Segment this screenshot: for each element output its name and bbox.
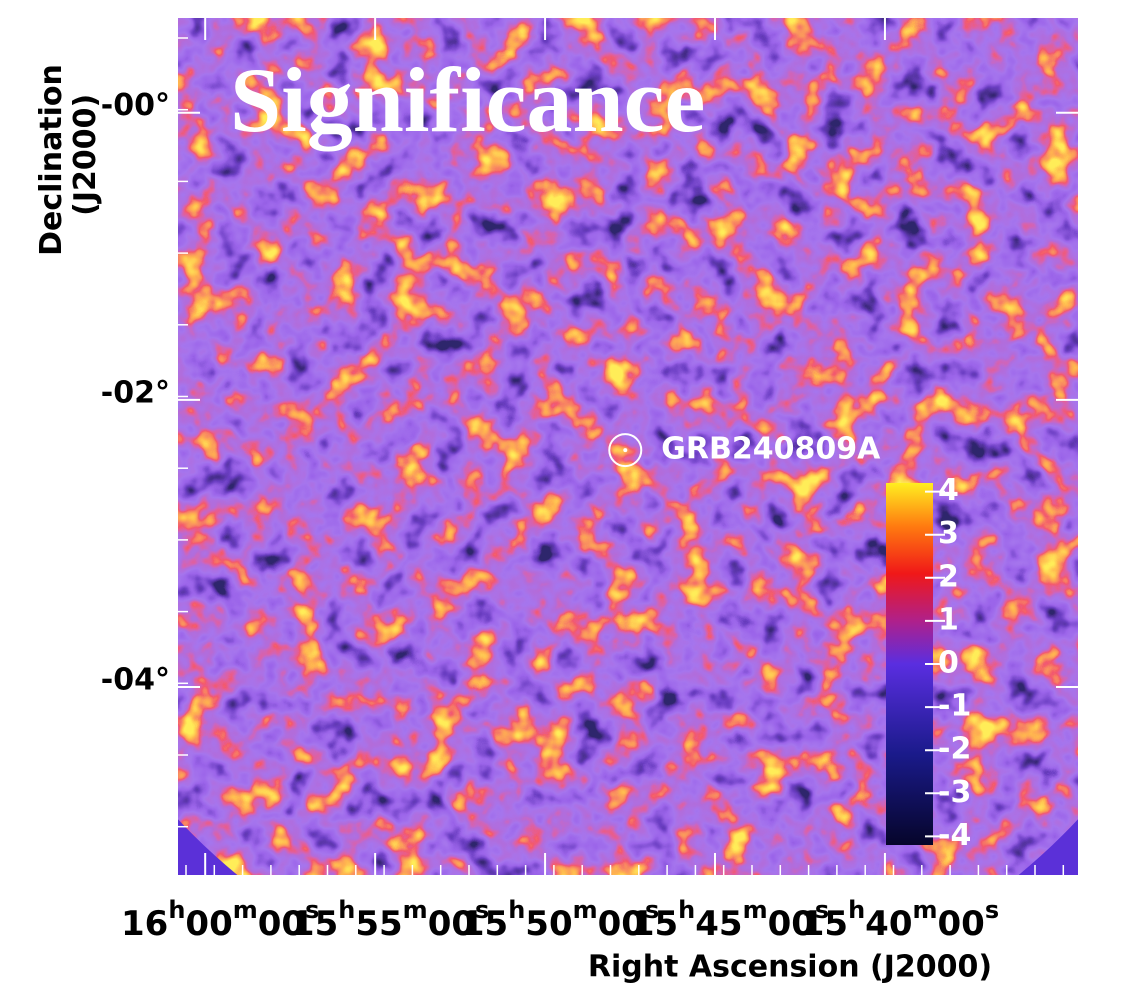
x-tick-label: 15h55m00s <box>291 896 489 944</box>
y-tick-label: -02° <box>101 375 170 410</box>
annotation: GRB240809A <box>661 432 881 467</box>
source-marker <box>608 433 643 468</box>
colorbar-tick-label: -3 <box>938 775 971 810</box>
colorbar-tick-label: -2 <box>938 732 971 767</box>
source-point <box>623 448 628 453</box>
y-tick-label: -04° <box>101 662 170 697</box>
colorbar-tick-label: -4 <box>938 818 971 853</box>
map <box>178 18 1078 875</box>
colorbar-tick-label: 3 <box>938 516 959 551</box>
chart-title: Significance <box>230 49 705 151</box>
x-tick-label: 15h45m00s <box>631 896 829 944</box>
colorbar-tick-label: 2 <box>938 559 959 594</box>
colorbar-tick-label: 0 <box>938 646 959 681</box>
x-tick-label: 15h50m00s <box>461 896 659 944</box>
x-tick-label: 16h00m00s <box>121 896 319 944</box>
x-tick-label: 15h40m00s <box>801 896 999 944</box>
colorbar-tick-label: -1 <box>938 689 971 724</box>
x-axis-label: Right Ascension (J2000) <box>588 950 992 985</box>
colorbar-tick-label: 4 <box>938 473 959 508</box>
y-axis-label: Declination (J2000) <box>34 64 103 256</box>
y-tick-label: -00° <box>101 88 170 123</box>
colorbar-tick-label: 1 <box>938 602 959 637</box>
